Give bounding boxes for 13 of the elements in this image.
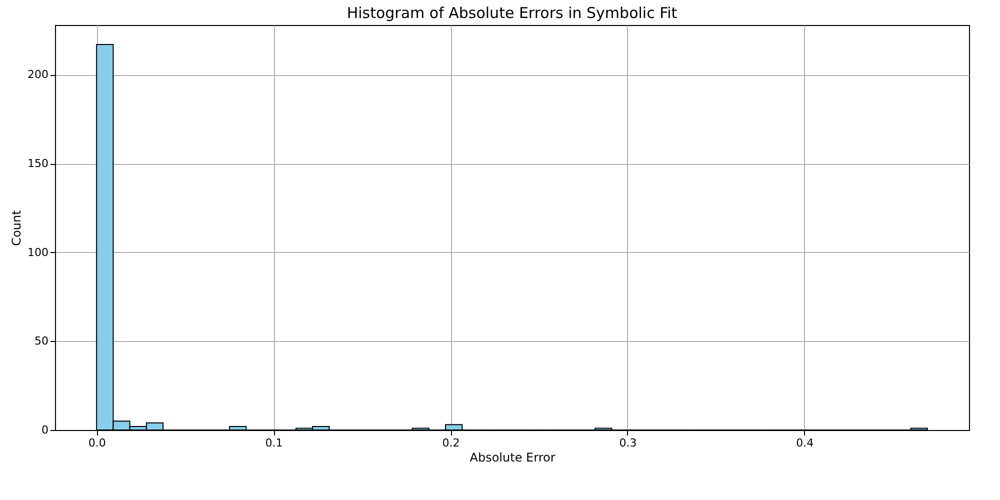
- y-tick-label: 100: [28, 246, 48, 259]
- y-tick-label: 150: [28, 157, 48, 170]
- x-tick-label: 0.4: [796, 436, 814, 450]
- y-tick-label: 200: [28, 68, 48, 82]
- y-tick-label: 50: [34, 334, 48, 348]
- x-axis-title: Absolute Error: [470, 450, 556, 464]
- x-tick-label: 0.1: [265, 436, 283, 450]
- chart-title: Histogram of Absolute Errors in Symbolic Fit: [346, 4, 678, 22]
- x-tick-label: 0.3: [619, 436, 637, 450]
- x-tick-label: 0.0: [88, 436, 106, 450]
- y-axis-title: Count: [10, 210, 24, 246]
- x-tick-label: 0.2: [442, 436, 460, 450]
- y-tick-label: 0: [42, 424, 48, 436]
